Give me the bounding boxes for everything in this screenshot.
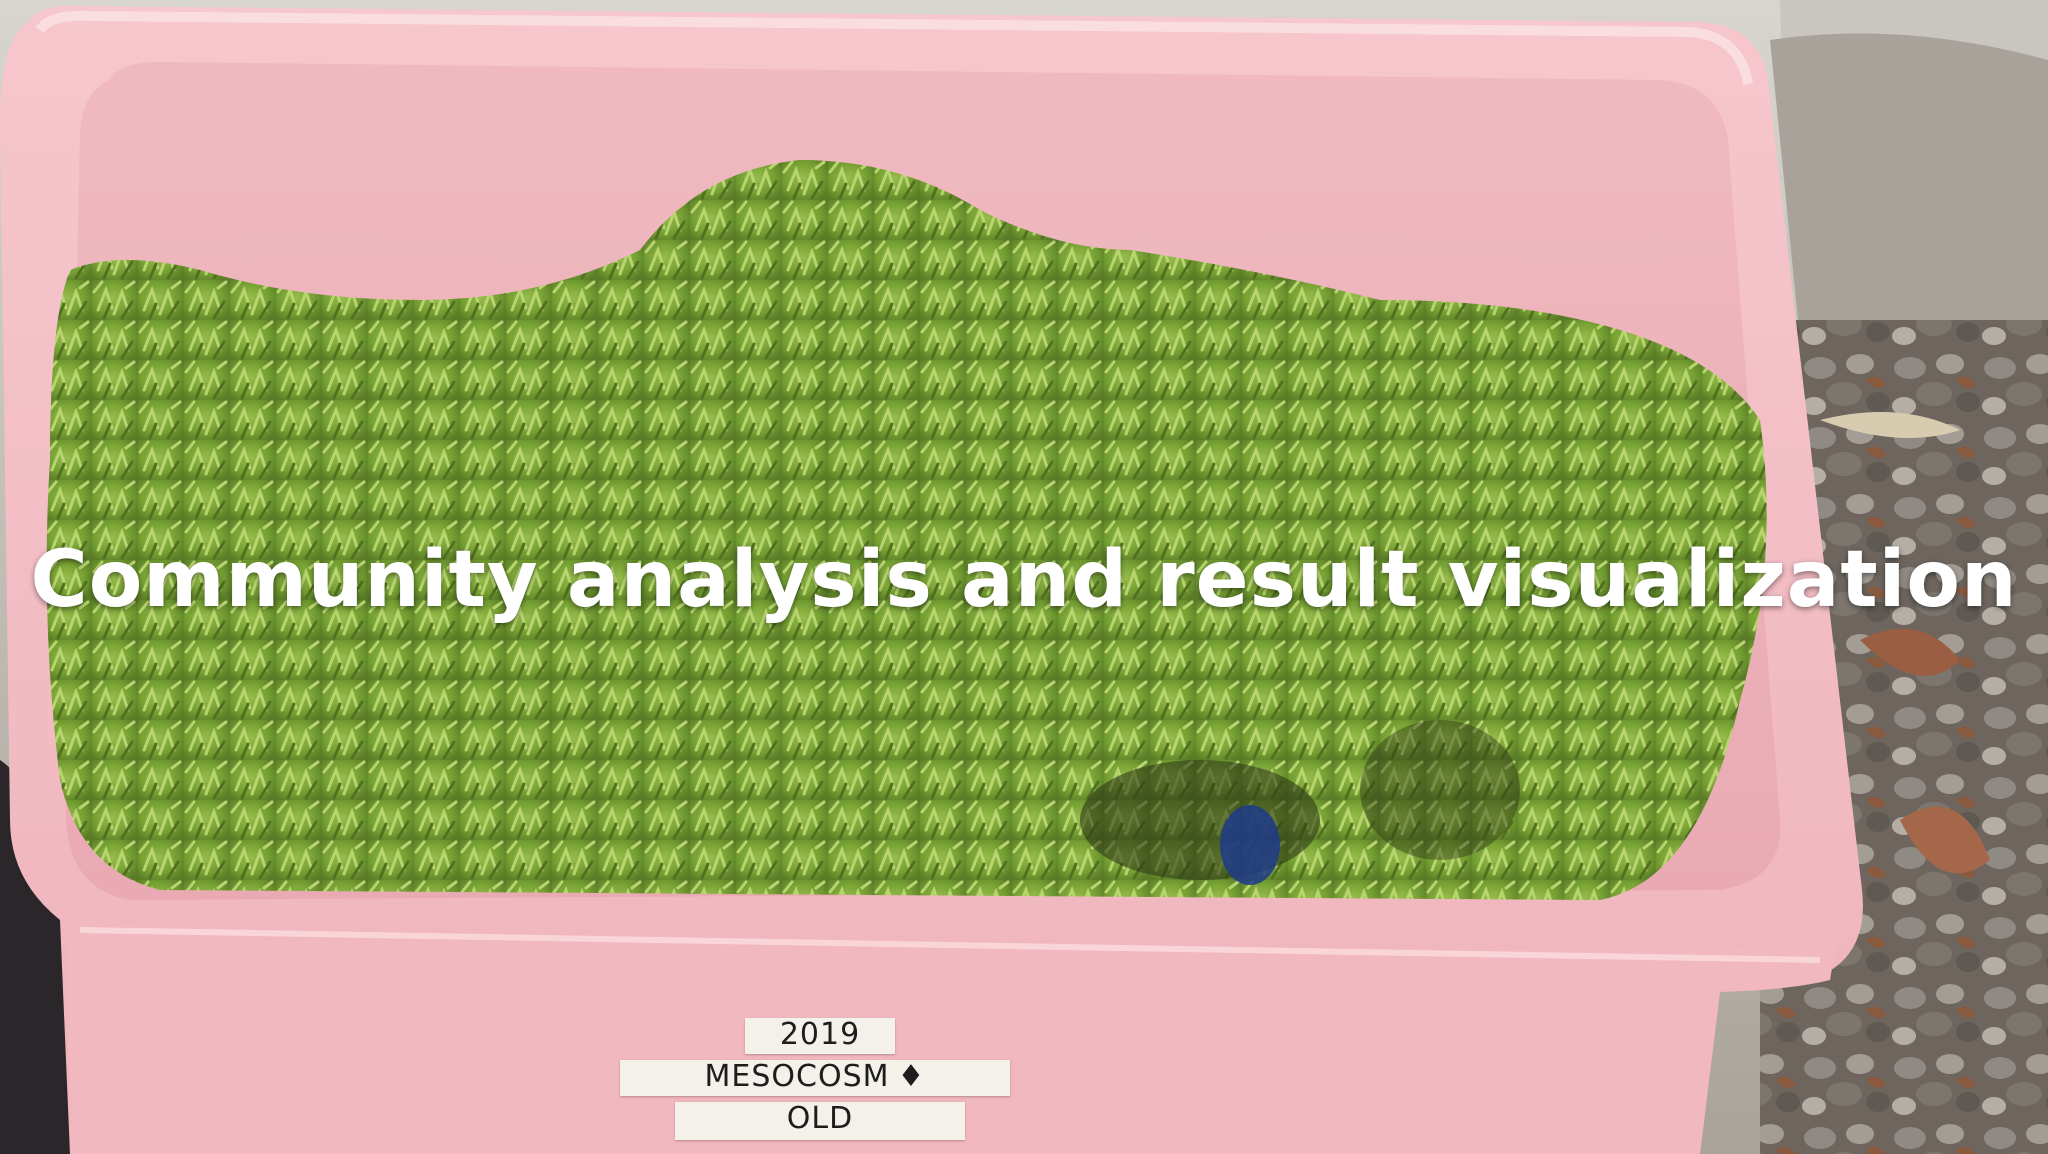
video-caption: Community analysis and result visualizat… xyxy=(30,535,2018,625)
container-label-age: OLD xyxy=(675,1102,965,1140)
container-label-name: MESOCOSM ♦ xyxy=(620,1060,1010,1096)
moss-clump xyxy=(46,160,1767,900)
container-label-mark: ♦ xyxy=(897,1059,926,1094)
container-label-name-text: MESOCOSM xyxy=(704,1059,890,1094)
container-label-year: 2019 xyxy=(745,1018,895,1054)
blue-tag xyxy=(1220,805,1280,885)
tub-front-wall xyxy=(66,900,1840,1154)
